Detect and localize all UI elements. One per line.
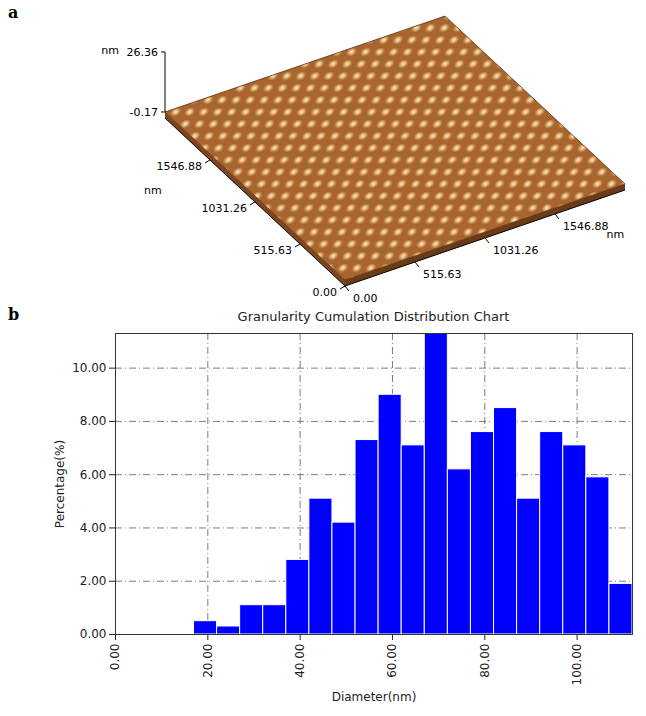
svg-text:Diameter(nm): Diameter(nm) xyxy=(332,690,417,704)
svg-text:10.00: 10.00 xyxy=(72,361,106,375)
svg-text:0.00: 0.00 xyxy=(108,644,122,671)
svg-text:515.63: 515.63 xyxy=(423,268,462,281)
svg-text:Percentage(%): Percentage(%) xyxy=(53,440,67,528)
svg-text:2.00: 2.00 xyxy=(80,574,107,588)
svg-text:1546.88: 1546.88 xyxy=(563,220,609,233)
svg-text:0.00: 0.00 xyxy=(313,286,338,299)
svg-text:1031.26: 1031.26 xyxy=(493,244,539,257)
svg-text:20.00: 20.00 xyxy=(201,644,215,678)
html-text:b: b xyxy=(8,305,20,324)
svg-text:-0.17: -0.17 xyxy=(130,106,158,119)
svg-text:6.00: 6.00 xyxy=(80,468,107,482)
svg-text:1031.26: 1031.26 xyxy=(201,202,247,215)
svg-text:100.00: 100.00 xyxy=(570,644,584,686)
svg-text:nm: nm xyxy=(144,184,162,197)
svg-text:nm: nm xyxy=(607,228,625,241)
svg-text:a: a xyxy=(8,3,18,22)
svg-text:40.00: 40.00 xyxy=(293,644,307,678)
svg-text:8.00: 8.00 xyxy=(80,414,107,428)
svg-text:80.00: 80.00 xyxy=(478,644,492,678)
svg-text:1546.88: 1546.88 xyxy=(156,160,202,173)
html-text:Granularity Cumulation Distrib: Granularity Cumulation Distribution Char… xyxy=(237,309,510,324)
svg-text:0.00: 0.00 xyxy=(80,627,107,641)
svg-text:515.63: 515.63 xyxy=(253,244,292,257)
svg-text:26.36: 26.36 xyxy=(127,46,159,59)
svg-text:4.00: 4.00 xyxy=(80,521,107,535)
svg-text:nm: nm xyxy=(101,44,119,57)
svg-text:0.00: 0.00 xyxy=(353,292,378,305)
svg-text:60.00: 60.00 xyxy=(385,644,399,678)
